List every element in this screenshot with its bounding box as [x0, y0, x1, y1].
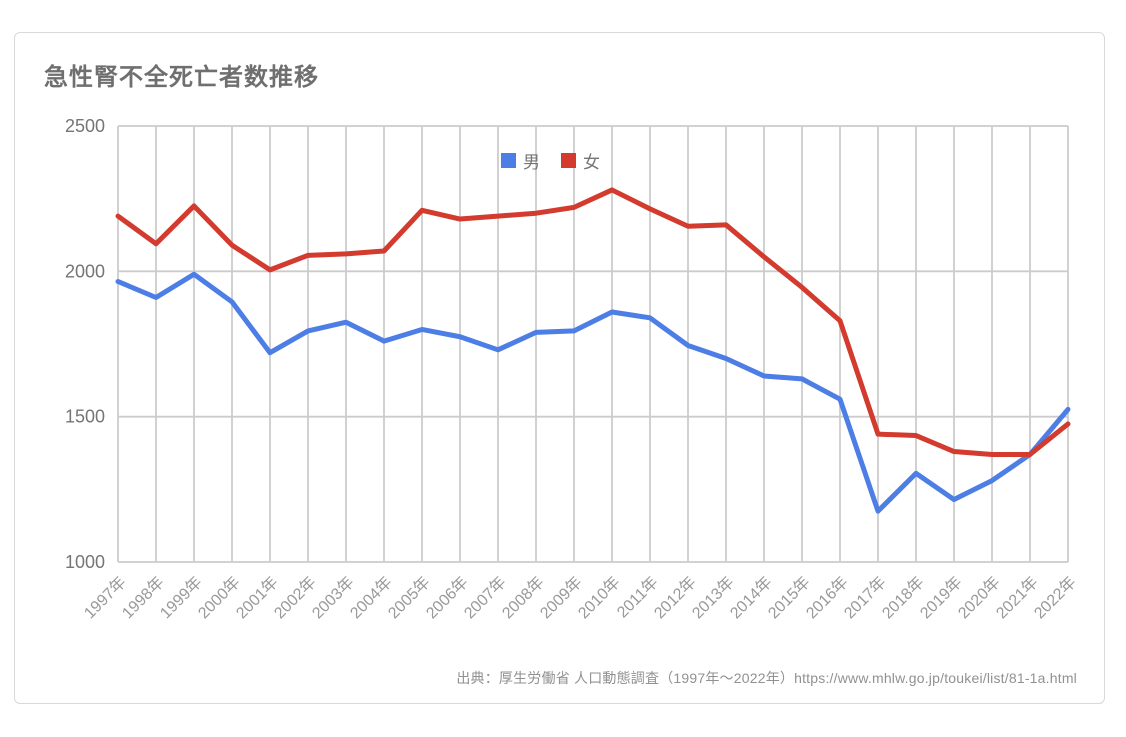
x-axis-tick-label: 2019年: [917, 573, 966, 622]
x-axis-tick-label: 2020年: [955, 573, 1004, 622]
x-axis-tick-label: 2002年: [271, 573, 320, 622]
male-series-swatch-icon: [501, 153, 516, 168]
y-axis-tick-label: 2000: [65, 261, 105, 281]
x-axis-tick-label: 2016年: [803, 573, 852, 622]
x-axis-tick-label: 2001年: [233, 573, 282, 622]
x-axis-tick-label: 2008年: [499, 573, 548, 622]
line-chart: 1000 1500 2000 2500 1997年1998年1999年2000年2001…: [65, 116, 1080, 622]
y-axis-tick-label: 1500: [65, 407, 105, 427]
x-axis-tick-label: 1998年: [119, 573, 168, 622]
legend-item-male: 男: [501, 148, 540, 173]
male-series-line: [115, 271, 1071, 514]
y-axis-tick-label: 2500: [65, 116, 105, 136]
x-axis-tick-label: 2003年: [309, 573, 358, 622]
x-axis-tick-label: 2007年: [461, 573, 510, 622]
x-axis-tick-label: 2009年: [537, 573, 586, 622]
x-axis-tick-label: 2013年: [689, 573, 738, 622]
source-note: 出典：厚生労働省 人口動態調査（1997年～2022年）https://www.…: [456, 670, 1077, 686]
female-series-line: [115, 187, 1071, 457]
x-axis-tick-label: 2010年: [575, 573, 624, 622]
chart-card: 急性腎不全死亡者数推移 1000 1500 2000 2500 1997年 1998年 19…: [14, 32, 1105, 704]
x-axis-tick-label: 2014年: [727, 573, 776, 622]
x-axis-tick-label: 2012年: [651, 573, 700, 622]
legend-label-female: 女: [583, 153, 600, 172]
chart-title: 急性腎不全死亡者数推移: [44, 64, 319, 91]
x-axis-tick-label: 2006年: [423, 573, 472, 622]
x-axis-tick-label: 2004年: [347, 573, 396, 622]
y-axis-tick-label: 1000: [65, 552, 105, 572]
x-axis-tick-label: 2015年: [765, 573, 814, 622]
chart-legend: 男 女: [501, 148, 600, 173]
x-axis-tick-label: 2005年: [385, 573, 434, 622]
x-axis-tick-label: 2017年: [841, 573, 890, 622]
x-axis-tick-label: 2000年: [195, 573, 244, 622]
x-axis-tick-label: 2021年: [993, 573, 1042, 622]
x-axis-tick-label: 1997年: [81, 573, 130, 622]
x-axis-tick-label: 1999年: [157, 573, 206, 622]
legend-item-female: 女: [561, 148, 600, 173]
legend-label-male: 男: [523, 153, 540, 172]
female-series-swatch-icon: [561, 153, 576, 168]
x-axis-tick-label: 2022年: [1031, 573, 1080, 622]
x-axis-tick-label: 2018年: [879, 573, 928, 622]
